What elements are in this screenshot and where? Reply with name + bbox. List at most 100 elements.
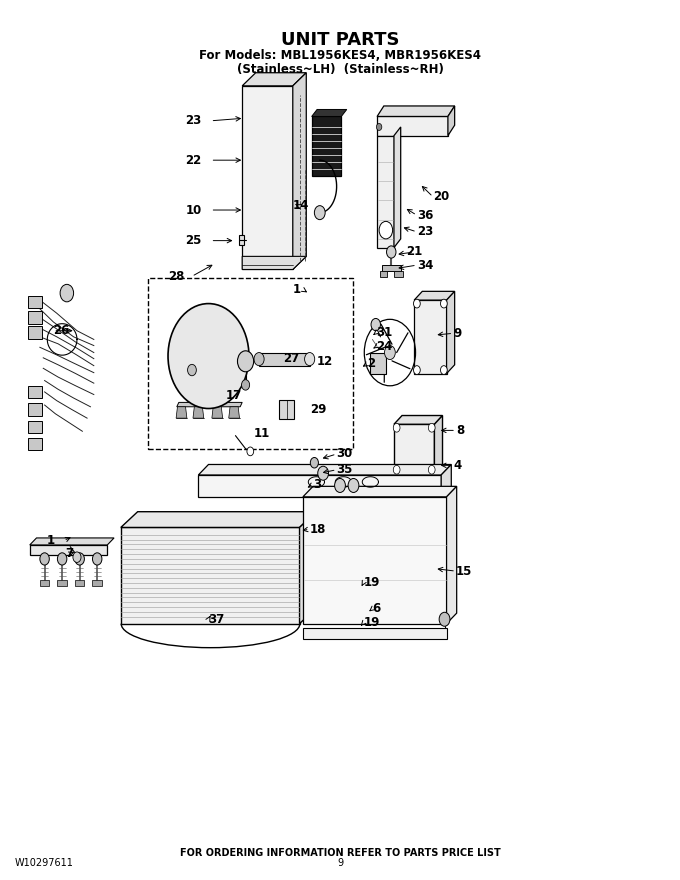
- Bar: [29, 421, 42, 433]
- Polygon shape: [441, 465, 452, 497]
- Polygon shape: [176, 407, 187, 418]
- Text: 6: 6: [373, 602, 381, 615]
- Text: 20: 20: [433, 190, 449, 203]
- Text: 19: 19: [364, 576, 380, 589]
- Bar: [92, 580, 102, 586]
- Polygon shape: [212, 407, 222, 418]
- Circle shape: [254, 353, 264, 366]
- Text: 9: 9: [337, 858, 343, 869]
- Polygon shape: [228, 407, 239, 418]
- Circle shape: [305, 353, 315, 366]
- Text: W10297611: W10297611: [15, 858, 74, 869]
- Circle shape: [75, 553, 84, 565]
- Polygon shape: [199, 475, 441, 497]
- Text: FOR ORDERING INFORMATION REFER TO PARTS PRICE LIST: FOR ORDERING INFORMATION REFER TO PARTS …: [180, 847, 500, 858]
- Polygon shape: [309, 598, 330, 624]
- Polygon shape: [377, 106, 455, 116]
- Polygon shape: [30, 545, 107, 555]
- Text: 1: 1: [293, 283, 301, 296]
- Bar: [29, 312, 42, 324]
- Text: 8: 8: [456, 424, 464, 436]
- Circle shape: [241, 379, 250, 390]
- Polygon shape: [259, 353, 309, 366]
- Text: 3: 3: [313, 478, 321, 491]
- Text: 36: 36: [417, 209, 433, 222]
- Circle shape: [73, 552, 81, 562]
- Polygon shape: [303, 497, 447, 624]
- Polygon shape: [377, 136, 394, 247]
- Text: 1: 1: [47, 534, 54, 547]
- Polygon shape: [447, 487, 457, 624]
- Circle shape: [318, 466, 328, 480]
- Bar: [29, 296, 42, 308]
- Text: 23: 23: [186, 114, 202, 128]
- Polygon shape: [311, 116, 341, 176]
- Text: 29: 29: [309, 403, 326, 416]
- Text: 12: 12: [316, 355, 333, 368]
- Text: 9: 9: [454, 326, 462, 340]
- Text: 15: 15: [456, 565, 473, 577]
- Polygon shape: [394, 271, 403, 277]
- Polygon shape: [371, 353, 386, 373]
- Circle shape: [384, 346, 395, 360]
- Bar: [57, 580, 67, 586]
- Polygon shape: [242, 86, 293, 269]
- Text: 14: 14: [293, 199, 309, 212]
- Polygon shape: [448, 106, 455, 136]
- Polygon shape: [447, 291, 455, 373]
- Text: UNIT PARTS: UNIT PARTS: [281, 31, 399, 48]
- Polygon shape: [377, 116, 448, 136]
- Text: 28: 28: [169, 270, 185, 283]
- Polygon shape: [199, 465, 452, 475]
- Circle shape: [441, 366, 447, 374]
- Polygon shape: [382, 265, 401, 271]
- Text: 17: 17: [225, 389, 241, 402]
- Text: For Models: MBL1956KES4, MBR1956KES4: For Models: MBL1956KES4, MBR1956KES4: [199, 48, 481, 62]
- Bar: [40, 580, 50, 586]
- Text: 37: 37: [209, 612, 224, 626]
- Text: 10: 10: [186, 203, 202, 216]
- Text: 19: 19: [364, 616, 380, 629]
- Polygon shape: [121, 527, 299, 624]
- Circle shape: [379, 222, 392, 238]
- Text: 23: 23: [417, 225, 433, 238]
- Polygon shape: [394, 127, 401, 247]
- Polygon shape: [381, 271, 387, 277]
- Polygon shape: [303, 628, 447, 640]
- Circle shape: [377, 123, 381, 130]
- Text: 2: 2: [367, 357, 375, 370]
- Text: 35: 35: [337, 463, 353, 476]
- Text: 31: 31: [377, 326, 392, 339]
- Circle shape: [168, 304, 249, 408]
- Circle shape: [60, 284, 73, 302]
- Circle shape: [310, 458, 318, 468]
- Polygon shape: [242, 73, 306, 86]
- Circle shape: [393, 423, 400, 432]
- Circle shape: [188, 364, 197, 376]
- Text: 18: 18: [309, 523, 326, 536]
- Polygon shape: [193, 407, 204, 418]
- Circle shape: [40, 553, 50, 565]
- Text: 24: 24: [377, 340, 393, 353]
- Circle shape: [441, 299, 447, 308]
- Text: 22: 22: [186, 154, 202, 166]
- Polygon shape: [414, 291, 455, 300]
- Text: 7: 7: [65, 547, 73, 561]
- Bar: [29, 438, 42, 451]
- Circle shape: [413, 299, 420, 308]
- Circle shape: [92, 553, 102, 565]
- Polygon shape: [394, 424, 435, 473]
- Circle shape: [237, 351, 254, 371]
- Polygon shape: [177, 402, 242, 407]
- Circle shape: [314, 206, 325, 220]
- Polygon shape: [394, 415, 443, 424]
- Circle shape: [439, 612, 450, 627]
- Circle shape: [335, 479, 345, 493]
- Polygon shape: [435, 415, 443, 473]
- Circle shape: [393, 466, 400, 474]
- Circle shape: [413, 366, 420, 374]
- Circle shape: [428, 466, 435, 474]
- Polygon shape: [299, 511, 316, 624]
- Circle shape: [348, 479, 359, 493]
- Circle shape: [428, 423, 435, 432]
